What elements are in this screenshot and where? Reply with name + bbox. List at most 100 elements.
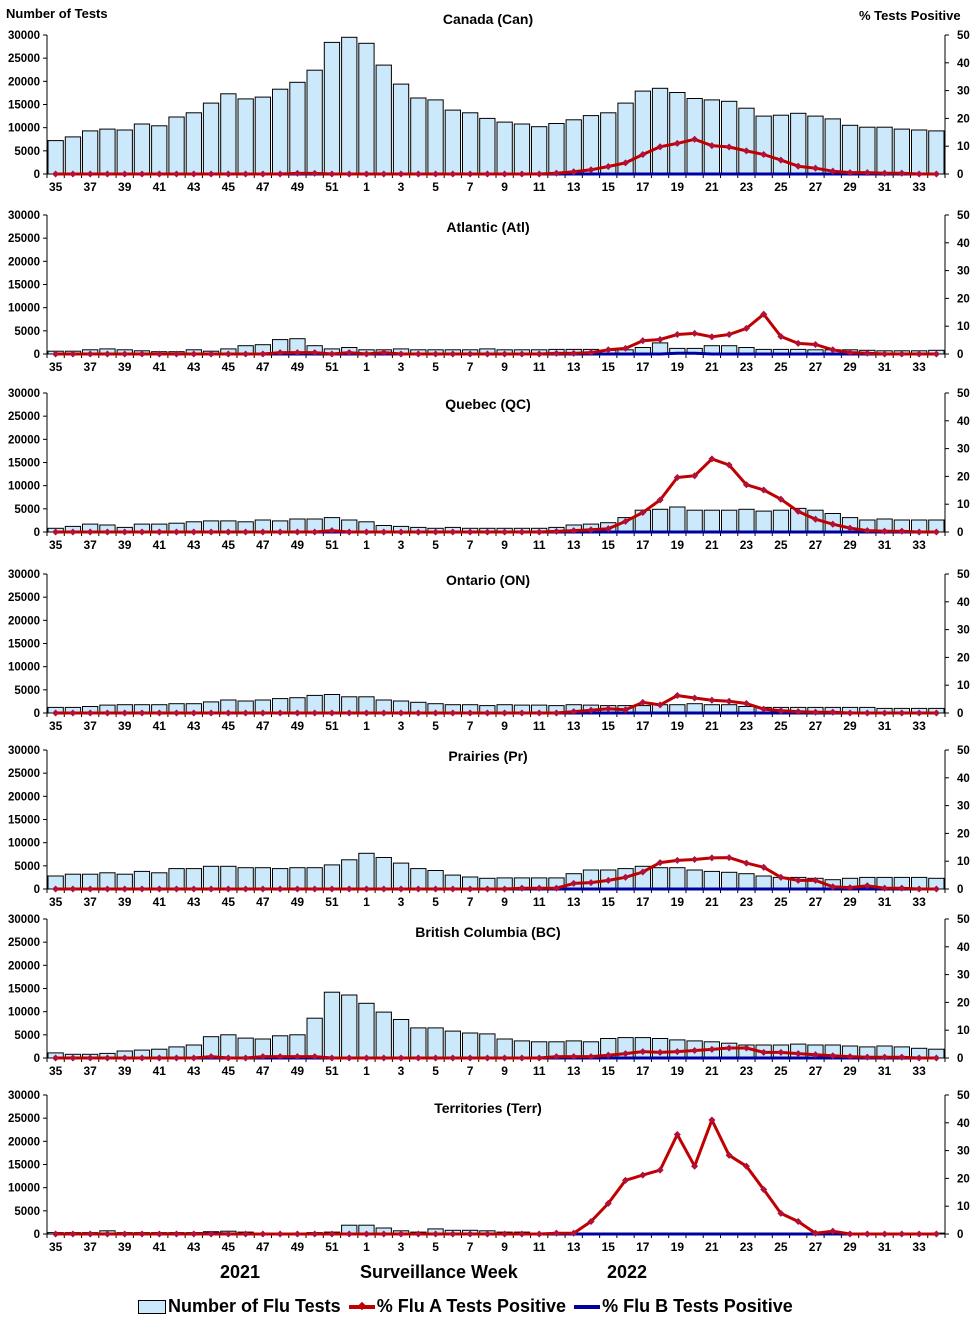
left-axis-tick-label: 25000 xyxy=(8,53,40,65)
flu-a-marker xyxy=(742,699,750,708)
line-marker-swatch-icon xyxy=(348,1304,375,1309)
x-axis-tick-label: 19 xyxy=(671,895,685,909)
bar xyxy=(99,128,116,175)
x-axis-tick-label: 25 xyxy=(774,538,788,552)
left-axis-tick-label: 30000 xyxy=(8,569,40,581)
flu-a-marker xyxy=(932,885,940,893)
bar xyxy=(721,100,738,175)
flu-a-marker xyxy=(380,349,388,357)
x-axis-tick-label: 29 xyxy=(843,1240,857,1254)
flu-a-marker xyxy=(121,350,129,358)
x-axis-tick-label: 13 xyxy=(567,180,581,194)
flu-a-line xyxy=(55,856,937,891)
flu-a-marker xyxy=(501,528,509,536)
x-axis-tick-label: 37 xyxy=(83,538,97,552)
flu-a-marker xyxy=(552,709,560,717)
bar xyxy=(323,991,341,1059)
flu-a-marker xyxy=(691,694,699,702)
flu-a-marker xyxy=(604,876,612,884)
bar xyxy=(306,1017,323,1059)
x-axis-tick-label: 7 xyxy=(467,1240,474,1254)
flu-a-marker xyxy=(760,150,768,159)
bar xyxy=(82,130,99,175)
flu-a-marker xyxy=(863,709,871,717)
right-axis-tick-label: 20 xyxy=(957,113,970,125)
bar xyxy=(168,116,185,175)
bar xyxy=(859,126,876,175)
right-axis-tick-label: 40 xyxy=(957,58,970,70)
flu-a-marker xyxy=(259,528,267,536)
x-axis-tick-label: 35 xyxy=(49,360,63,374)
flu-a-marker xyxy=(276,1230,284,1238)
left-axis-tick-label: 0 xyxy=(34,527,40,539)
flu-a-marker xyxy=(846,884,854,892)
x-axis-tick-label: 47 xyxy=(256,538,270,552)
x-axis-tick-label: 5 xyxy=(432,360,439,374)
flu-a-marker xyxy=(535,709,543,717)
x-axis-tick-label: 1 xyxy=(363,360,370,374)
flu-a-marker xyxy=(846,169,854,177)
flu-a-marker xyxy=(121,528,129,536)
flu-a-marker xyxy=(414,709,422,717)
flu-a-marker xyxy=(207,170,215,178)
flu-a-marker xyxy=(725,143,733,151)
flu-a-marker xyxy=(103,709,111,717)
bar xyxy=(358,852,375,890)
flu-a-marker xyxy=(811,876,820,884)
right-axis-tick-label: 50 xyxy=(957,745,970,757)
x-axis-tick-label: 37 xyxy=(83,1064,97,1078)
legend-item-flu-tests: Number of Flu Tests xyxy=(138,1296,341,1317)
legend-item-flu-b: % Flu B Tests Positive xyxy=(574,1296,793,1317)
flu-a-marker xyxy=(621,517,630,525)
flu-a-marker xyxy=(293,709,301,717)
flu-a-marker xyxy=(172,1230,181,1238)
flu-a-marker xyxy=(293,528,301,536)
bar xyxy=(703,870,721,890)
flu-a-marker xyxy=(311,885,319,893)
flu-a-marker xyxy=(155,170,163,178)
bar xyxy=(738,107,755,175)
flu-a-marker xyxy=(259,170,267,178)
flu-a-marker xyxy=(811,708,820,716)
x-axis-tick-label: 41 xyxy=(153,1240,167,1254)
flu-a-marker xyxy=(311,1230,319,1238)
flu-a-marker xyxy=(760,863,768,871)
x-axis-tick-label: 41 xyxy=(153,360,167,374)
right-axis-tick-label: 50 xyxy=(957,569,970,581)
bar xyxy=(824,118,841,175)
x-axis-tick-label: 29 xyxy=(843,538,857,552)
bar xyxy=(306,69,323,175)
bar xyxy=(669,92,686,175)
flu-a-marker xyxy=(881,1230,889,1238)
bar xyxy=(375,1011,392,1059)
x-axis-tick-label: 29 xyxy=(843,895,857,909)
flu-a-marker xyxy=(691,135,699,143)
flu-a-marker xyxy=(155,528,163,536)
flu-a-marker xyxy=(673,856,681,864)
right-axis-tick-label: 30 xyxy=(957,970,970,982)
x-axis-tick-label: 21 xyxy=(705,360,719,374)
flu-a-marker xyxy=(552,1229,560,1237)
flu-a-marker xyxy=(328,350,336,358)
flu-a-marker xyxy=(138,528,146,536)
flu-a-marker xyxy=(103,350,111,358)
x-axis-tick-label: 35 xyxy=(49,1064,63,1078)
x-axis-tick-label: 7 xyxy=(467,180,474,194)
left-axis-tick-label: 25000 xyxy=(8,768,40,780)
x-axis-tick-label: 7 xyxy=(467,538,474,552)
right-axis-tick-label: 0 xyxy=(957,349,963,361)
flu-a-marker xyxy=(190,528,198,536)
left-axis-tick-label: 20000 xyxy=(8,434,40,446)
flu-a-marker xyxy=(725,697,733,705)
flu-a-marker xyxy=(190,350,198,358)
x-axis-tick-label: 51 xyxy=(325,360,339,374)
left-axis-tick-label: 20000 xyxy=(8,256,40,268)
x-axis-tick-label: 5 xyxy=(432,895,439,909)
flu-a-marker xyxy=(932,709,940,717)
flu-a-marker xyxy=(328,709,336,717)
flu-a-marker xyxy=(518,170,526,178)
flu-a-marker xyxy=(224,885,232,893)
x-axis-tick-label: 49 xyxy=(291,1240,305,1254)
bar xyxy=(548,123,565,175)
flu-a-marker xyxy=(380,528,388,536)
